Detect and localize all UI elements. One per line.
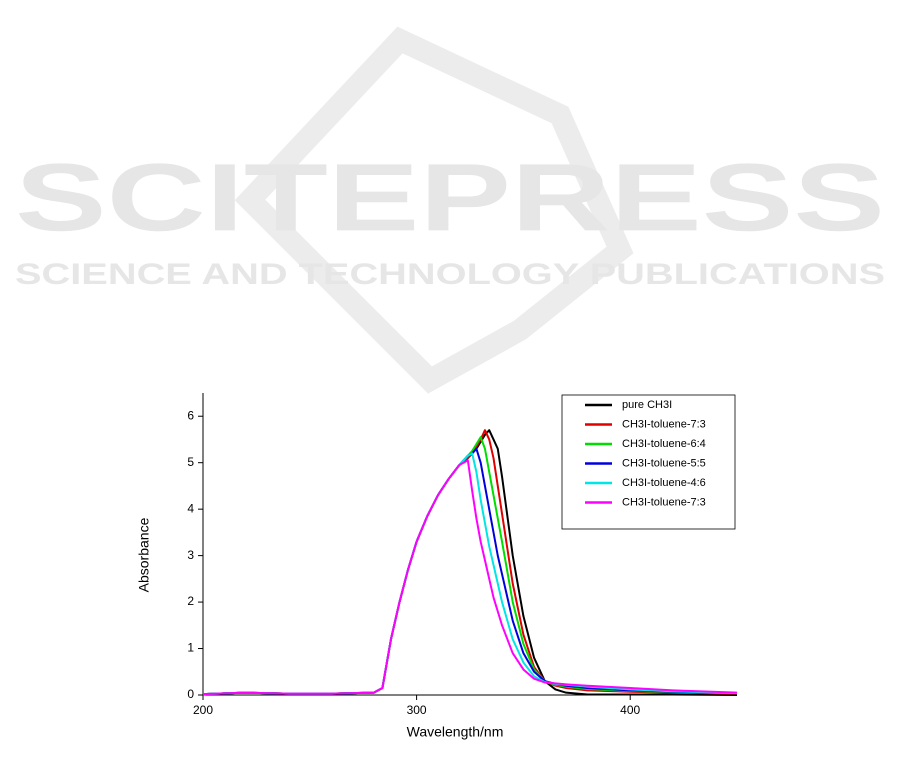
y-tick-label: 3 <box>187 548 194 562</box>
x-tick-label: 300 <box>407 703 427 717</box>
watermark: SCITEPRESS SCIENCE AND TECHNOLOGY PUBLIC… <box>15 26 885 394</box>
legend-label: CH3I-toluene-5:5 <box>622 457 706 469</box>
y-tick-label: 5 <box>187 455 194 469</box>
watermark-shape <box>234 26 634 394</box>
y-axis-label: Absorbance <box>136 517 152 592</box>
watermark-subtitle: SCIENCE AND TECHNOLOGY PUBLICATIONS <box>15 258 885 291</box>
y-tick-label: 1 <box>187 641 194 655</box>
legend-label: pure CH3I <box>622 399 672 411</box>
legend-label: CH3I-toluene-4:6 <box>622 477 706 489</box>
x-tick-label: 200 <box>193 703 213 717</box>
x-tick-label: 400 <box>620 703 640 717</box>
y-tick-label: 2 <box>187 594 194 608</box>
y-tick-label: 6 <box>187 408 194 422</box>
legend-label: CH3I-toluene-7:3 <box>622 496 706 508</box>
x-axis-label: Wavelength/nm <box>407 724 504 740</box>
legend-label: CH3I-toluene-6:4 <box>622 438 706 450</box>
legend-label: CH3I-toluene-7:3 <box>622 418 706 430</box>
y-tick-label: 0 <box>187 687 194 701</box>
watermark-title: SCITEPRESS <box>15 144 885 251</box>
data-line <box>202 459 738 696</box>
y-tick-label: 4 <box>187 501 194 515</box>
legend-box <box>561 394 736 530</box>
